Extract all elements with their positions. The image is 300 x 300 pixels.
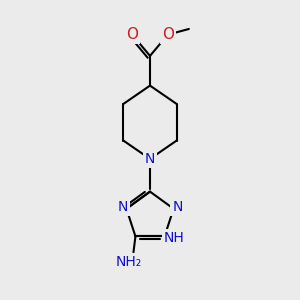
- Text: N: N: [172, 200, 183, 214]
- Text: O: O: [162, 27, 174, 42]
- Text: NH: NH: [164, 231, 185, 245]
- Text: N: N: [145, 152, 155, 166]
- Text: O: O: [126, 27, 138, 42]
- Text: NH₂: NH₂: [116, 255, 142, 269]
- Text: N: N: [117, 200, 128, 214]
